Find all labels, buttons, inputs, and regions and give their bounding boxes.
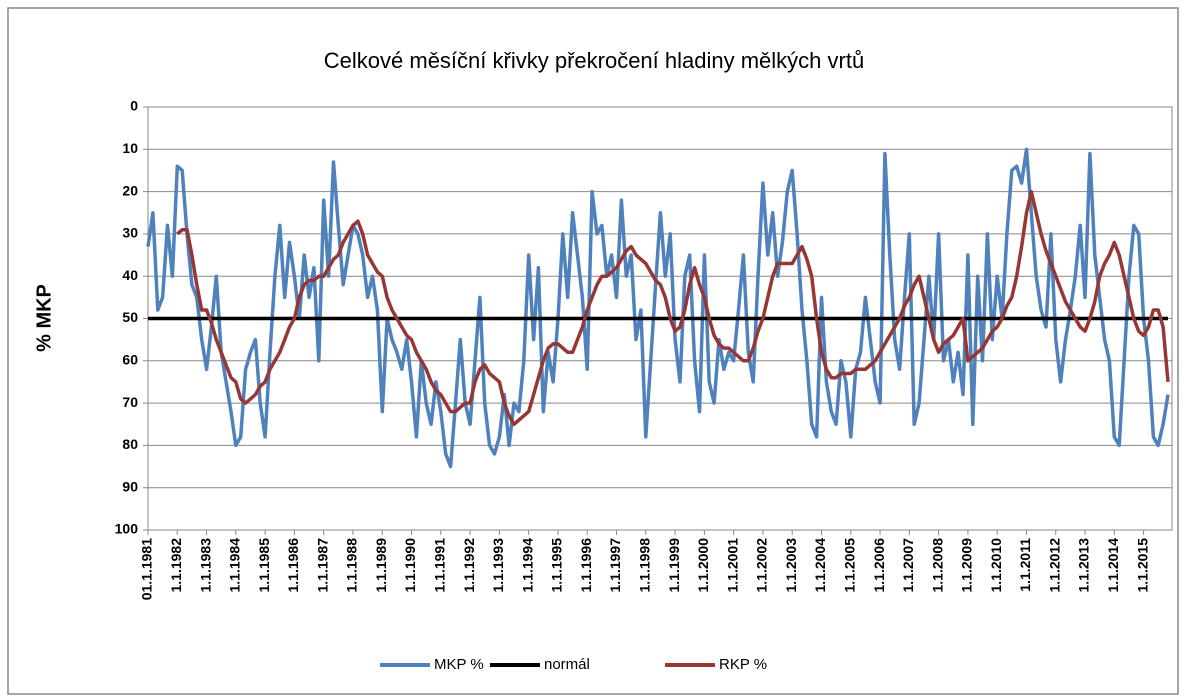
legend-label: MKP % [434,656,484,673]
x-tick-label: 1.1.2005 [841,538,857,593]
x-tick-label: 1.1.2007 [900,538,916,593]
x-tick-label: 1.1.1988 [344,538,360,593]
x-tick-label: 1.1.1985 [256,538,272,593]
x-tick-label: 1.1.1993 [490,538,506,593]
x-tick-label: 1.1.2013 [1076,538,1092,593]
x-tick-label: 1.1.2008 [929,538,945,593]
y-tick-label: 90 [122,478,138,494]
x-tick-label: 1.1.1987 [314,538,330,593]
x-tick-label: 1.1.2001 [724,538,740,593]
y-tick-label: 60 [122,352,138,368]
x-tick-label: 1.1.2004 [812,538,828,593]
y-tick-label: 50 [122,309,138,325]
y-tick-label: 30 [122,225,138,241]
legend-label: RKP % [719,656,767,673]
x-tick-label: 1.1.2014 [1105,538,1121,593]
x-tick-label: 1.1.2012 [1046,538,1062,593]
legend-label: normál [544,656,590,673]
x-tick-label: 1.1.1983 [197,538,213,593]
series-line [146,147,1170,469]
x-tick-label: 1.1.1992 [461,538,477,593]
x-tick-label: 1.1.1989 [373,538,389,593]
y-tick-label: 100 [115,521,139,537]
y-axis-label: % MKP [33,284,55,352]
x-tick-label: 1.1.2006 [871,538,887,593]
x-tick-label: 1.1.1994 [519,538,535,593]
x-tick-label: 1.1.2009 [959,538,975,593]
chart-title: Celkové měsíční křivky překročení hladin… [324,48,864,73]
series-line [176,189,1170,427]
x-tick-label: 1.1.1998 [637,538,653,593]
x-tick-label: 1.1.1999 [666,538,682,593]
x-tick-label: 1.1.1996 [578,538,594,593]
x-tick-label: 1.1.2011 [1017,538,1033,592]
x-tick-label: 1.1.1995 [549,538,565,593]
y-tick-label: 40 [122,267,138,283]
x-tick-label: 1.1.1990 [402,538,418,593]
y-tick-label: 10 [122,140,138,156]
x-tick-label: 1.1.2000 [695,538,711,593]
y-tick-label: 0 [130,98,138,114]
x-tick-label: 1.1.2015 [1134,538,1150,593]
x-tick-label: 1.1.1984 [227,538,243,593]
y-tick-label: 20 [122,182,138,198]
x-tick-label: 01.1.1981 [139,538,155,600]
x-tick-label: 1.1.1997 [607,538,623,593]
y-tick-label: 80 [122,436,138,452]
y-tick-label: 70 [122,394,138,410]
x-tick-label: 1.1.1986 [285,538,301,593]
x-tick-label: 1.1.2003 [783,538,799,593]
x-tick-label: 1.1.2002 [754,538,770,593]
x-tick-label: 1.1.2010 [988,538,1004,593]
x-tick-label: 1.1.1982 [168,538,184,593]
x-tick-label: 1.1.1991 [432,538,448,593]
